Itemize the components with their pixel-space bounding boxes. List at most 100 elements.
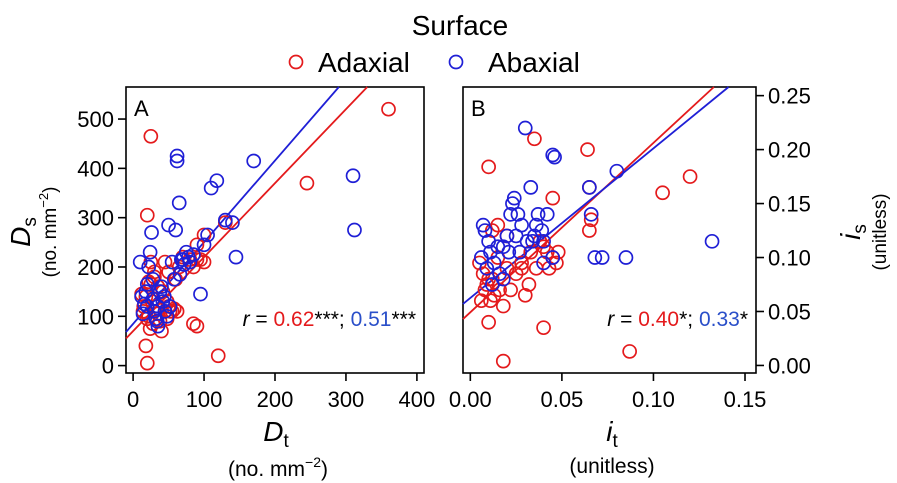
legend-adaxial-label: Adaxial [318,47,410,78]
panel-a-abaxial-point [182,254,198,270]
panel-b-abaxial-point [618,250,634,265]
panel-b-stats-adaxial-sig: * [679,308,687,331]
panel-a-yunit-sup: −2 [36,193,51,208]
panel-a-abaxial-point [150,318,166,334]
panel-a-xtick-label: 300 [328,387,365,412]
panel-b-fit-lines [462,86,730,320]
panel-b-yunit: (unitless) [870,193,891,270]
panel-b-adaxial-point [550,244,566,260]
panel-a-abaxial-point [171,195,187,211]
panel-a-stats-abaxial-sig: *** [391,308,416,331]
panel-a-abaxial-point [169,148,185,164]
panel-b-abaxial-point [609,163,625,179]
panel-b-adaxial-point [527,131,542,147]
panel-a-ylabel-sub: s [20,217,41,227]
panel-b-abaxial-point [506,190,522,206]
panel-b-abaxial-point [499,228,515,244]
panel-b-xlabel-sub: t [612,431,618,452]
panel-b-stats-sep: ; [687,308,699,331]
panel-b-ytick-label: 0.10 [768,246,811,271]
panel-b-xtick-label: 0.00 [449,387,492,412]
panel-a-stats: r = 0.62***; 0.51*** [243,308,416,331]
panel-a-adaxial-point [189,318,205,334]
panel-b-adaxial-fit-line [462,86,715,320]
panel-a-adaxial-point [138,338,154,354]
panel-b-abaxial-point [517,120,533,136]
panel-b-adaxial-point [582,223,597,238]
panel-a-abaxial-point [246,153,262,169]
panel-b-adaxial-point [514,255,529,271]
panel-a-ticks: 0 100 200 300 400 0 100 200 300 400 500 [77,107,435,412]
panel-a-abaxial-point [217,212,233,228]
panel-b-abaxial-point [510,207,526,222]
panel-a-abaxial-point [162,299,178,314]
panel-a-adaxial-point [210,348,226,364]
panel-a-abaxial-point [347,222,362,238]
panel-b-xtick-label: 0.10 [632,387,675,412]
panel-a-xlabel: Dt [263,416,289,452]
panel-b-adaxial-point [481,159,496,175]
panel-a-xunit-sup: −2 [305,454,321,470]
legend-adaxial-marker [288,54,304,70]
panel-b-adaxial-point [583,212,599,228]
panel-b-adaxial-point [545,190,561,206]
panel-b-abaxial-point [528,217,544,233]
panel-a-xlabel-main: D [263,416,283,447]
panel-b-abaxial-point [479,260,495,276]
panel-a-adaxial-point [189,237,205,253]
panel-b-xtick-label: 0.05 [540,387,583,412]
panel-b-abaxial-point [519,233,535,249]
panel-b-adaxial-point [503,282,518,298]
panel-b-stats-r: r [607,308,615,331]
panel-a-xtick-label: 200 [257,387,294,412]
panel-a-abaxial-point [169,153,185,169]
panel-b-abaxial-point [587,250,603,265]
panel-a-abaxial-point [154,279,169,295]
panel-b-abaxial-point [547,149,562,165]
panel-b-stats: r = 0.40*; 0.33* [607,308,748,331]
panel-a-adaxial-point [143,128,159,144]
panel-b-ytick-label: 0.20 [768,138,811,163]
panel-b-abaxial-point [594,250,610,265]
panel-a-adaxial-point [157,254,173,270]
panel-b-adaxial-point [622,344,637,359]
panel-b-ytick-label: 0.25 [768,84,811,109]
panel-a-stats-r: r [243,308,251,331]
panel-b-adaxial-point [541,260,557,276]
panel-a-abaxial-point [186,247,201,263]
panel-b-ytick-label: 0.15 [768,192,811,217]
panel-a-stats-sep: ; [339,308,351,331]
panel-a-abaxial-point [145,291,161,307]
panel-a-yunit-main: (no. mm [40,208,61,278]
panel-b-ticks: 0.00 0.05 0.10 0.150.000.050.100.150.200.25 [449,84,811,412]
panel-b-adaxial-point [514,260,529,276]
panel-a-abaxial-point [159,308,175,324]
panel-a-yunit: (no. mm−2) [36,187,61,278]
panel-b-adaxial-point [539,244,555,260]
panel-a-stats-abaxial: 0.51 [351,308,392,331]
panel-b-points [472,120,720,369]
panel-b-adaxial-point [517,287,533,303]
panel-a-ylabel: Ds [5,217,41,247]
panel-a-stats-eq: = [250,308,274,331]
panel-a-abaxial-point [225,215,240,230]
legend-abaxial-marker [448,54,464,70]
panel-b-xlabel-main: i [606,416,613,447]
panel-b-abaxial-point [534,223,550,238]
panel-a-abaxial-point [168,222,184,238]
panel-b-adaxial-point [486,287,502,303]
panel-a-xunit-main: (no. mm [228,458,305,481]
panel-a-adaxial-point [381,101,396,117]
panel-b-adaxial-point [580,142,595,157]
panel-a-abaxial-point [135,306,151,322]
panel-a-adaxial-point [299,175,315,191]
panel-a-abaxial-point [209,173,225,189]
panel-b-adaxial-point [536,320,551,336]
panel-a-adaxial-point [139,207,155,223]
panel-b-abaxial-point [503,207,518,222]
legend: Surface Adaxial Abaxial [288,10,580,78]
panel-b-frame [462,86,757,374]
panel-b-ylabel-sub: s [850,224,871,234]
panel-b-adaxial-point [655,185,670,201]
